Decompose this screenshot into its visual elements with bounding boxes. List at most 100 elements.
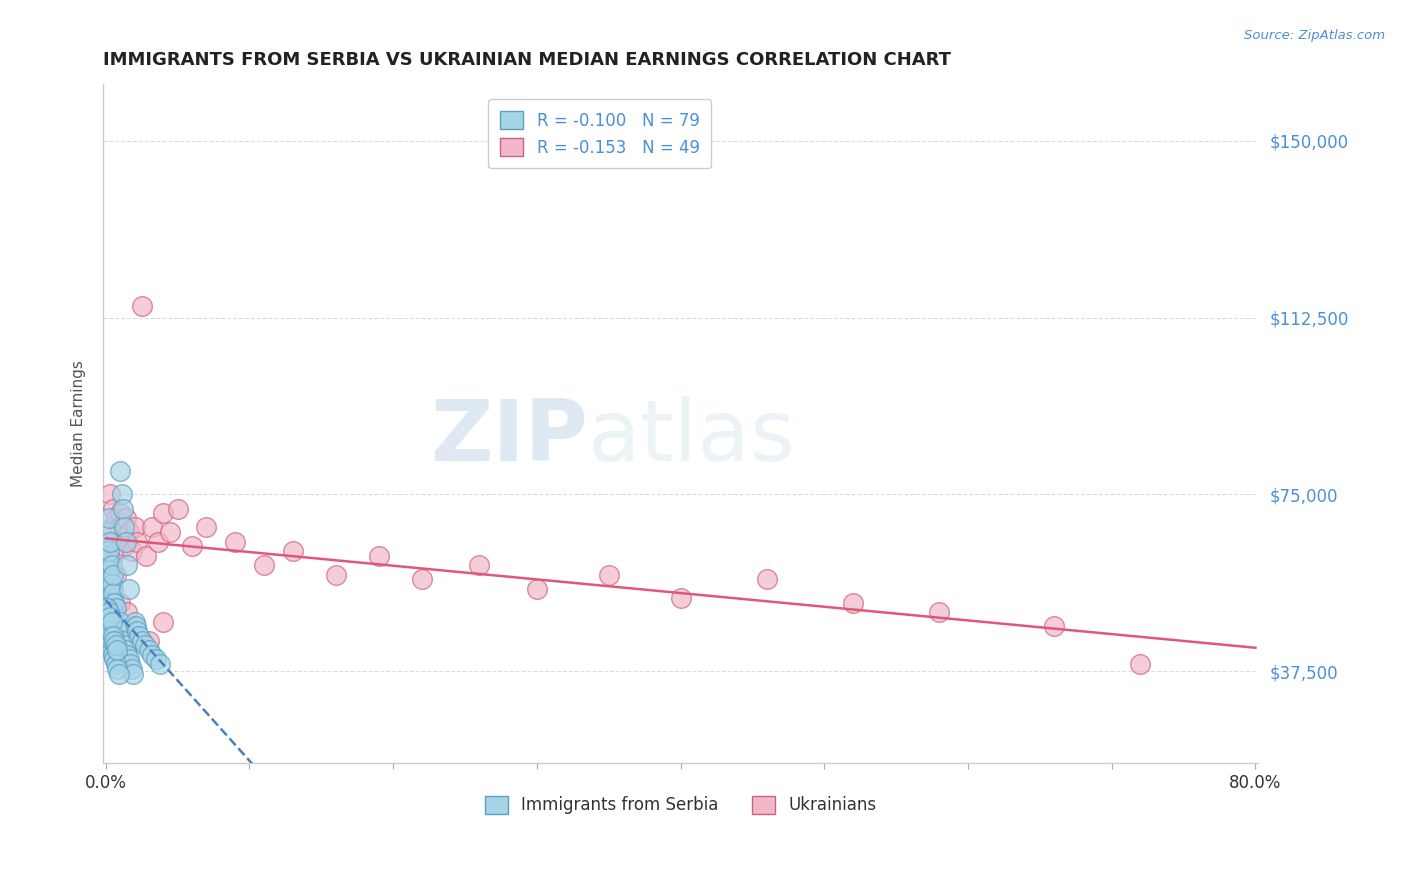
Point	[121, 544, 143, 558]
Point	[112, 633, 135, 648]
Point	[145, 652, 167, 666]
Point	[101, 624, 124, 639]
Point	[149, 657, 172, 672]
Point	[104, 619, 127, 633]
Point	[101, 648, 124, 662]
Point	[97, 549, 120, 563]
Point	[105, 643, 128, 657]
Point	[125, 619, 148, 633]
Point	[100, 596, 122, 610]
Point	[98, 605, 121, 619]
Point	[100, 558, 122, 573]
Text: atlas: atlas	[588, 396, 796, 479]
Point	[103, 596, 125, 610]
Point	[114, 539, 136, 553]
Point	[98, 487, 121, 501]
Point	[105, 662, 128, 676]
Point	[755, 572, 778, 586]
Point	[103, 633, 125, 648]
Point	[118, 652, 141, 666]
Point	[104, 638, 127, 652]
Point	[97, 633, 120, 648]
Point	[181, 539, 204, 553]
Point	[100, 520, 122, 534]
Point	[110, 624, 132, 639]
Point	[411, 572, 433, 586]
Point	[928, 605, 950, 619]
Point	[96, 525, 118, 540]
Point	[115, 511, 138, 525]
Point	[101, 582, 124, 596]
Point	[96, 610, 118, 624]
Point	[110, 530, 132, 544]
Point	[98, 610, 121, 624]
Point	[152, 615, 174, 629]
Point	[100, 615, 122, 629]
Point	[127, 624, 149, 639]
Point	[105, 643, 128, 657]
Point	[107, 520, 129, 534]
Point	[127, 534, 149, 549]
Point	[101, 501, 124, 516]
Point	[103, 652, 125, 666]
Point	[98, 638, 121, 652]
Point	[100, 615, 122, 629]
Point	[108, 464, 131, 478]
Point	[97, 624, 120, 639]
Point	[598, 567, 620, 582]
Point	[104, 657, 127, 672]
Point	[101, 567, 124, 582]
Point	[124, 520, 146, 534]
Point	[96, 549, 118, 563]
Point	[124, 619, 146, 633]
Point	[97, 563, 120, 577]
Text: IMMIGRANTS FROM SERBIA VS UKRAINIAN MEDIAN EARNINGS CORRELATION CHART: IMMIGRANTS FROM SERBIA VS UKRAINIAN MEDI…	[103, 51, 950, 69]
Point	[98, 572, 121, 586]
Point	[131, 633, 153, 648]
Point	[159, 525, 181, 540]
Point	[103, 615, 125, 629]
Point	[1129, 657, 1152, 672]
Point	[195, 520, 218, 534]
Point	[117, 558, 139, 573]
Point	[526, 582, 548, 596]
Point	[107, 666, 129, 681]
Point	[121, 662, 143, 676]
Point	[117, 648, 139, 662]
Point	[103, 534, 125, 549]
Point	[98, 558, 121, 573]
Point	[105, 624, 128, 639]
Point	[100, 633, 122, 648]
Point	[97, 605, 120, 619]
Point	[104, 600, 127, 615]
Point	[98, 591, 121, 606]
Point	[842, 596, 865, 610]
Point	[104, 567, 127, 582]
Point	[96, 600, 118, 615]
Point	[117, 605, 139, 619]
Point	[108, 596, 131, 610]
Point	[114, 638, 136, 652]
Point	[128, 629, 150, 643]
Point	[101, 605, 124, 619]
Point	[107, 648, 129, 662]
Point	[100, 643, 122, 657]
Point	[224, 534, 246, 549]
Text: ZIP: ZIP	[430, 396, 588, 479]
Point	[122, 666, 145, 681]
Point	[253, 558, 276, 573]
Y-axis label: Median Earnings: Median Earnings	[72, 360, 86, 487]
Point	[131, 299, 153, 313]
Point	[468, 558, 491, 573]
Point	[97, 511, 120, 525]
Point	[96, 582, 118, 596]
Point	[103, 633, 125, 648]
Point	[367, 549, 389, 563]
Point	[135, 549, 157, 563]
Point	[108, 506, 131, 520]
Point	[114, 520, 136, 534]
Legend: Immigrants from Serbia, Ukrainians: Immigrants from Serbia, Ukrainians	[477, 788, 884, 822]
Point	[101, 586, 124, 600]
Point	[1043, 619, 1066, 633]
Point	[120, 657, 142, 672]
